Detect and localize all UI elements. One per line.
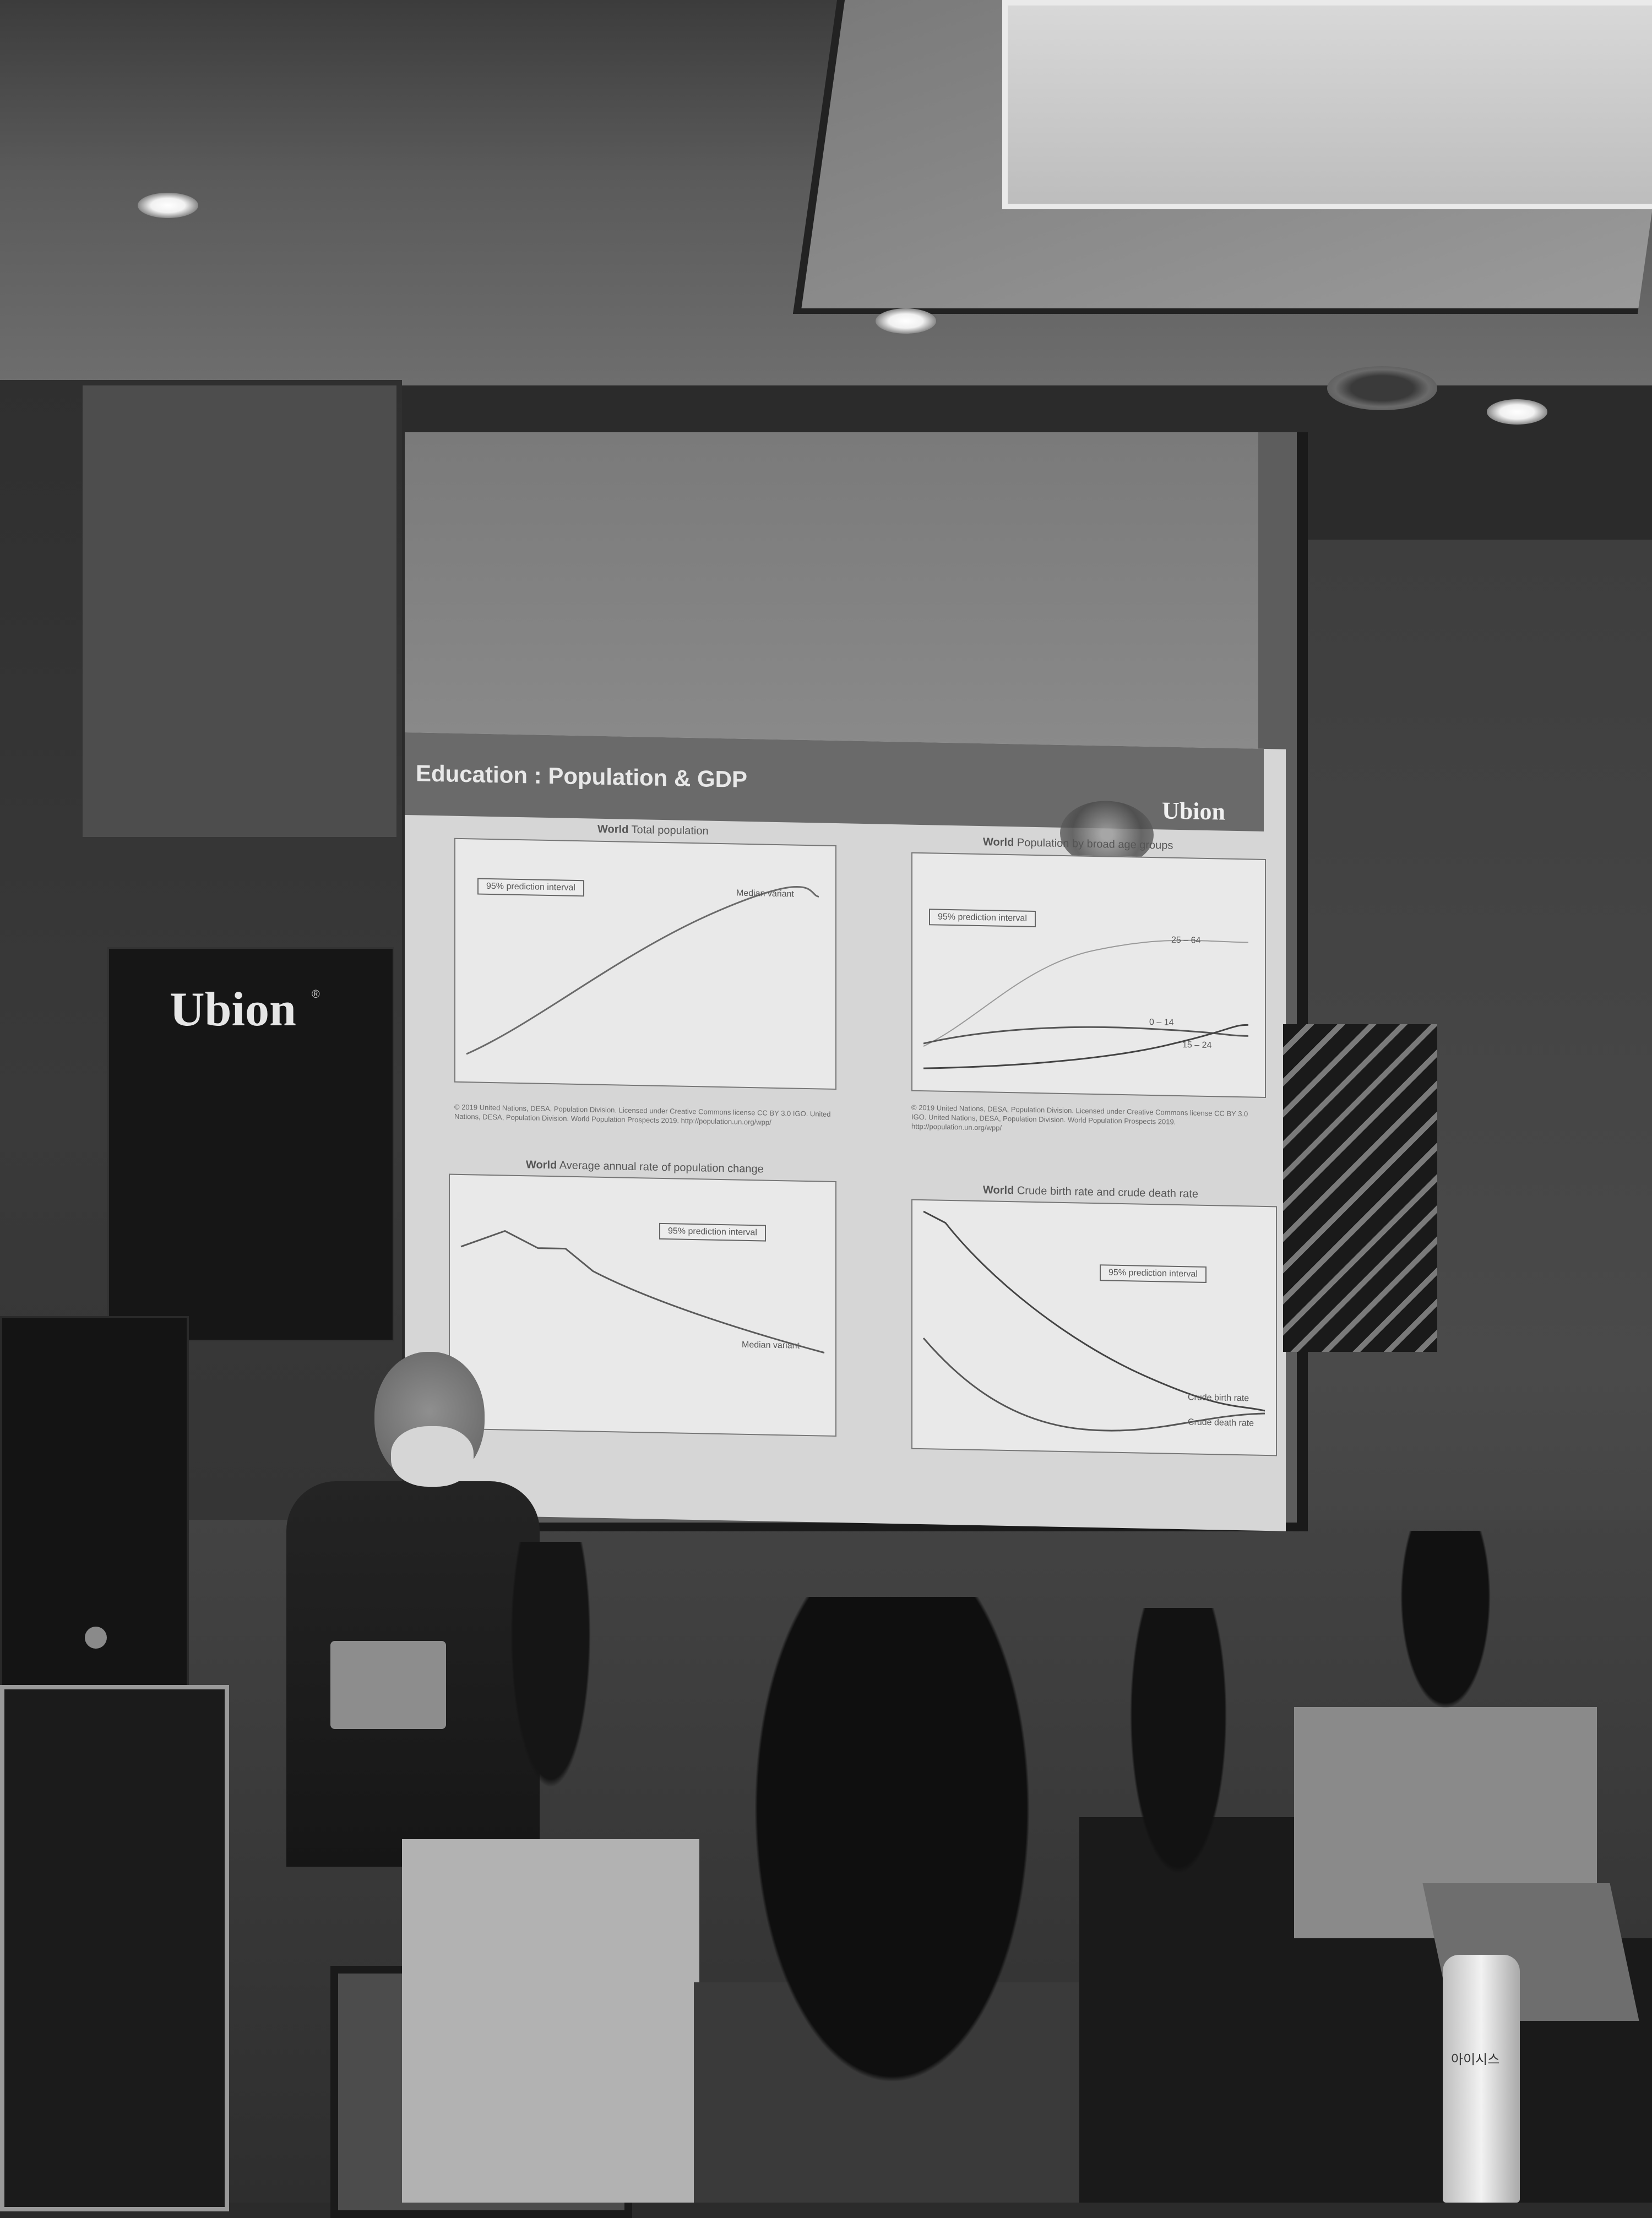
slide-logo: Ubion — [1162, 797, 1225, 825]
chart-plot-area: 95% prediction interval 25 – 64 0 – 14 1… — [911, 852, 1266, 1099]
ceiling-light — [1487, 399, 1547, 425]
striped-poster — [1283, 1024, 1437, 1352]
slide-header: Education : Population & GDP Ubion — [405, 732, 1264, 868]
audience-member — [694, 1597, 1090, 2203]
panel-title: World Population by broad age groups — [983, 836, 1173, 852]
source-note: © 2019 United Nations, DESA, Population … — [454, 1102, 831, 1127]
slide-title: Education : Population & GDP — [416, 760, 747, 792]
series-label: Crude birth rate — [1188, 1393, 1249, 1404]
screen-top — [405, 432, 1258, 752]
face-mask — [391, 1426, 474, 1487]
panel-title: World Total population — [597, 823, 709, 838]
banner-logo: Ubion — [170, 983, 296, 1036]
equipment-case — [0, 1685, 229, 2211]
chart-plot-area: 95% prediction interval Crude birth rate… — [911, 1199, 1277, 1456]
series-label: Median variant — [736, 888, 794, 899]
chart-panel-age-groups: World Population by broad age groups 95%… — [889, 830, 1286, 1168]
panel-title: World Average annual rate of population … — [526, 1159, 764, 1176]
chart-panel-growth-rate: World Average annual rate of population … — [416, 1151, 851, 1467]
chart-legend: 95% prediction interval — [477, 878, 584, 897]
ceiling-speaker — [1327, 366, 1437, 410]
chart-legend: 95% prediction interval — [659, 1222, 766, 1242]
ceiling-light-panel — [1002, 0, 1652, 209]
chart-legend: 95% prediction interval — [1100, 1264, 1207, 1283]
bottle-label: 아이시스 — [1451, 2052, 1500, 2067]
chart-plot-area: 95% prediction interval Median variant — [449, 1173, 836, 1437]
series-label: 25 – 64 — [1171, 935, 1201, 945]
chart-legend: 95% prediction interval — [929, 909, 1036, 928]
ubion-banner: Ubion ® — [107, 947, 394, 1341]
audience-member — [402, 1542, 699, 2203]
presentation-slide: Education : Population & GDP Ubion World… — [405, 732, 1286, 1531]
ceiling-light — [876, 308, 936, 334]
series-label: 15 – 24 — [1182, 1040, 1212, 1051]
panel-title: World Crude birth rate and crude death r… — [983, 1184, 1198, 1200]
series-label: 0 – 14 — [1149, 1017, 1174, 1028]
chart-panel-birth-death: World Crude birth rate and crude death r… — [889, 1177, 1286, 1493]
source-note: © 2019 United Nations, DESA, Population … — [911, 1103, 1248, 1132]
series-label: Crude death rate — [1188, 1417, 1254, 1428]
wall-panel — [83, 385, 396, 837]
water-bottle — [1443, 1955, 1520, 2203]
series-label: Median variant — [742, 1340, 800, 1351]
registered-mark: ® — [312, 988, 320, 1001]
speaker-logo-icon — [85, 1627, 107, 1649]
chart-panel-total-population: World Total population 95% prediction in… — [416, 815, 845, 1154]
floor-speaker — [0, 1316, 189, 1695]
ceiling-light — [138, 193, 198, 218]
chart-plot-area: 95% prediction interval Median variant — [454, 838, 836, 1090]
